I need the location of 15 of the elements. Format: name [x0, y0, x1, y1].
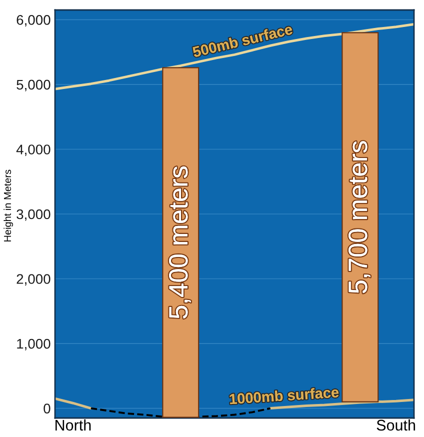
y-tick-label: 5,000 — [16, 80, 50, 92]
y-tick-label: 2,000 — [16, 274, 50, 286]
y-tick-label: 1,000 — [17, 338, 50, 350]
x-tick-label: North — [56, 419, 91, 431]
text: 500mb surface — [192, 24, 293, 58]
data-label: 5,700 meters — [348, 141, 370, 294]
y-tick-label: 3,000 — [16, 209, 50, 221]
y-axis-title: Height in Meters — [4, 170, 13, 242]
y-tick-label: 4,000 — [16, 144, 50, 156]
data-label: 5,400 meters — [169, 166, 191, 318]
x-tick-label: South — [376, 419, 416, 431]
line-series — [55, 23, 414, 90]
y-tick-label: 0 — [44, 404, 50, 414]
series-label: 1000mb surface — [230, 386, 339, 404]
y-tick-label: 6,000 — [16, 15, 50, 27]
